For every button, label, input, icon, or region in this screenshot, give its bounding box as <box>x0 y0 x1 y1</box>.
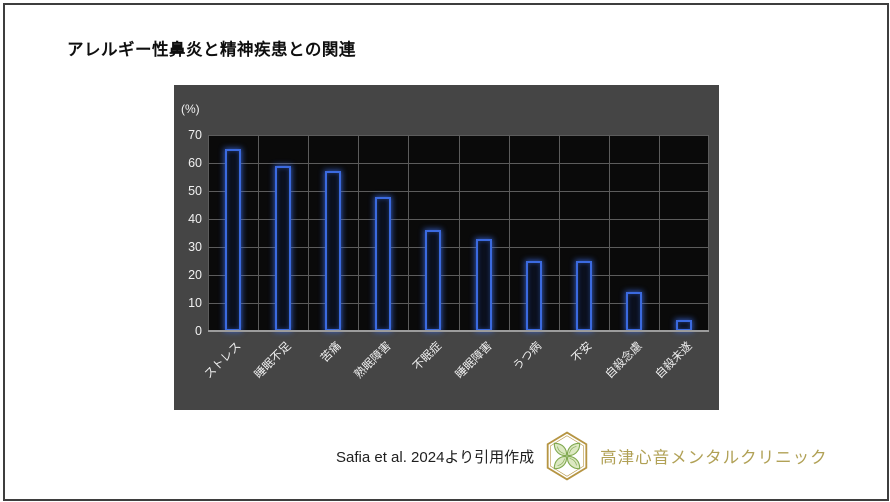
x-category-label: 苦痛 <box>319 340 344 365</box>
x-category-label: 睡眠不足 <box>252 340 294 382</box>
x-category-label: うつ病 <box>511 340 545 374</box>
y-tick-label: 10 <box>188 296 202 310</box>
gridline-vertical <box>408 135 410 331</box>
y-tick-label: 30 <box>188 240 202 254</box>
gridline-vertical <box>458 135 460 331</box>
x-category-label: 熟眠障害 <box>352 340 394 382</box>
gridline-vertical <box>208 135 209 331</box>
bar <box>375 196 392 331</box>
gridline-vertical <box>558 135 560 331</box>
clover-leaves <box>553 442 581 470</box>
x-category-label: 睡眠障害 <box>453 340 495 382</box>
y-tick-label: 70 <box>188 128 202 142</box>
bar <box>425 230 442 331</box>
footer: Safia et al. 2024より引用作成 高津心音メンタルクリニック <box>336 429 828 483</box>
gridline-vertical <box>658 135 660 331</box>
y-tick-label: 60 <box>188 156 202 170</box>
gridline-vertical <box>358 135 360 331</box>
gridline-vertical <box>258 135 260 331</box>
hexagon-clover-logo-icon <box>546 431 588 481</box>
bar <box>225 149 242 331</box>
bar <box>625 291 642 331</box>
bar <box>525 261 542 331</box>
y-tick-label: 40 <box>188 212 202 226</box>
gridline-vertical <box>308 135 310 331</box>
x-category-label: 自殺念慮 <box>603 340 645 382</box>
clinic-name: 高津心音メンタルクリニック <box>600 449 828 467</box>
page-title: アレルギー性鼻炎と精神疾患との関連 <box>67 41 356 59</box>
y-tick-label: 0 <box>195 324 202 338</box>
y-tick-label: 50 <box>188 184 202 198</box>
chart-panel: (%) 0 10 20 30 40 50 60 70 ストレス 睡眠不足 苦痛 熟眠障害 不眠症 睡眠障害… <box>174 85 719 410</box>
x-category-label: 不安 <box>569 340 595 365</box>
x-category-label: 不眠症 <box>411 340 445 374</box>
gridline-vertical <box>708 135 709 331</box>
y-tick-label: 20 <box>188 268 202 282</box>
bar <box>275 165 292 331</box>
x-axis-line <box>208 330 709 332</box>
x-category-label: ストレス <box>202 340 244 382</box>
gridline-vertical <box>608 135 610 331</box>
bar <box>325 171 342 331</box>
bar <box>675 319 692 331</box>
bar <box>575 261 592 331</box>
x-category-label: 自殺未遂 <box>653 340 695 382</box>
citation-text: Safia et al. 2024より引用作成 <box>336 448 535 466</box>
bar <box>475 238 492 331</box>
gridline-vertical <box>508 135 510 331</box>
y-axis-unit-label: (%) <box>181 102 200 116</box>
plot-area <box>208 135 709 332</box>
